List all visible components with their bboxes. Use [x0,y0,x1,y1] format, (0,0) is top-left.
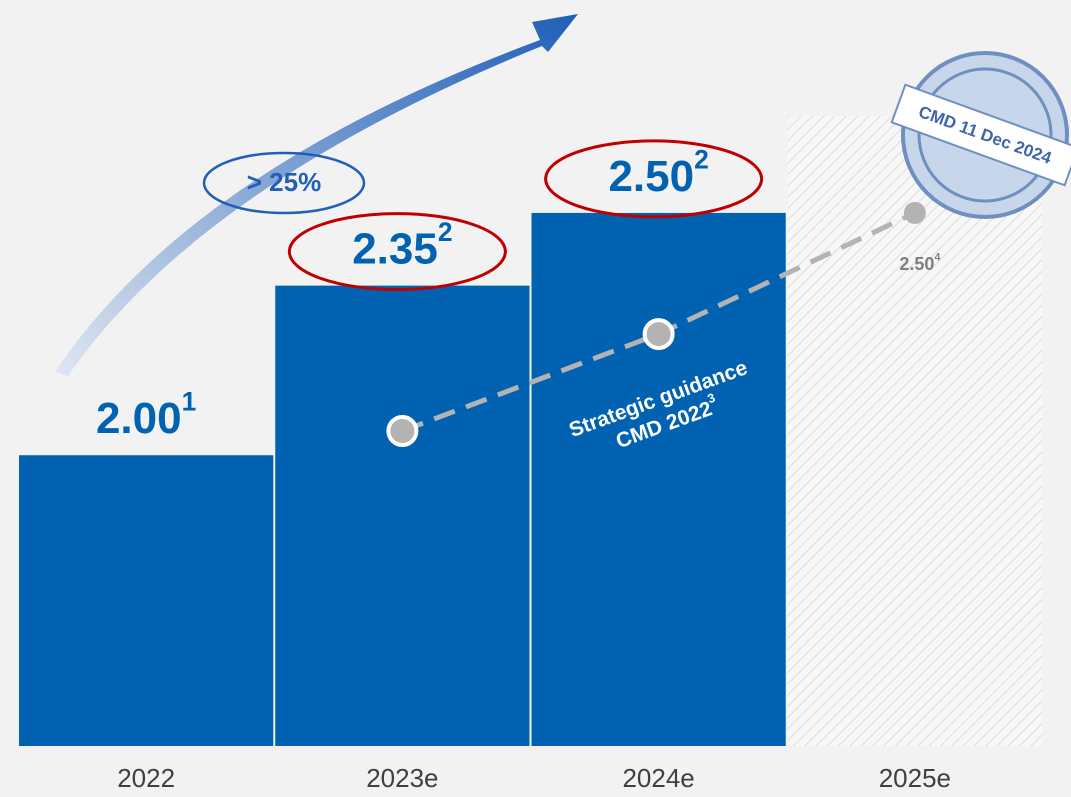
x-tick-label: 2024e [622,763,694,793]
x-tick-label: 2025e [879,763,951,793]
footnote: 3 [706,391,717,407]
bar [19,455,274,746]
x-tick-label: 2022 [117,763,175,793]
footnote: 4 [934,252,940,264]
growth-arrow [55,14,578,376]
guidance-value-label-value: 2.50 [899,254,934,274]
value-label: 2.001 [96,387,196,443]
highlight-ellipse [544,139,764,219]
value-label: 2.352 [352,217,452,273]
growth-label: > 25% [247,167,321,197]
bars [19,116,1042,746]
stamp: CMD 11 Dec 2024 [890,51,1071,219]
footnote: 1 [182,387,197,417]
stamp-ring [917,67,1053,203]
value-label-value: 2.50 [608,152,694,201]
value-label-value: 2.35 [352,224,438,273]
footnote: 2 [694,144,709,174]
highlight-ellipse [287,212,507,292]
guidance-point [386,415,419,447]
bar [275,285,530,746]
value-label: 2.502 [608,144,708,200]
guidance-point [642,318,675,351]
growth-ellipse [202,151,366,215]
x-tick-label: 2023e [366,763,438,793]
stamp-band [890,83,1071,187]
bar [531,212,786,746]
guidance-point [903,201,926,224]
guidance-value-label: 2.504 [899,252,940,274]
value-label-value: 2.00 [96,394,182,443]
footnote: 2 [438,217,453,247]
